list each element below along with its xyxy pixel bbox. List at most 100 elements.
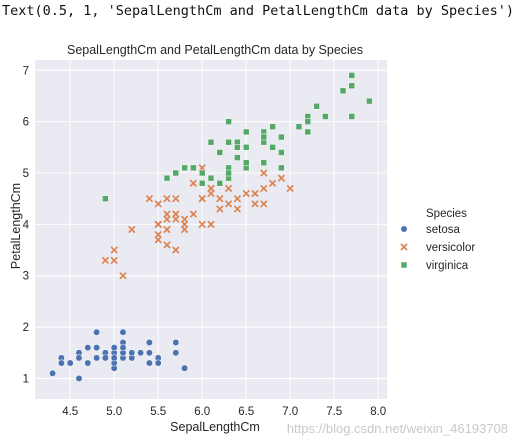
x-tick-label: 6.5 bbox=[238, 406, 254, 418]
versicolor-point bbox=[163, 195, 171, 203]
legend-label-setosa: setosa bbox=[426, 224, 460, 236]
watermark: https://blog.csdn.net/weixin_46193708 bbox=[286, 421, 508, 436]
setosa-point bbox=[84, 344, 92, 352]
versicolor-point bbox=[207, 190, 215, 197]
versicolor-point bbox=[154, 231, 162, 239]
versicolor-point bbox=[189, 179, 197, 187]
setosa-point bbox=[128, 349, 136, 357]
virginica-point bbox=[225, 138, 232, 146]
chart-title: SepalLengthCm and PetalLengthCm data by … bbox=[67, 43, 363, 57]
virginica-point bbox=[207, 138, 215, 146]
setosa-point bbox=[84, 359, 92, 367]
versicolor-point bbox=[172, 246, 180, 254]
setosa-point bbox=[66, 359, 74, 367]
versicolor-point bbox=[207, 184, 215, 192]
grid-lines bbox=[35, 60, 387, 399]
virginica-point bbox=[216, 180, 224, 187]
virginica-point bbox=[322, 113, 329, 120]
setosa-point bbox=[75, 375, 83, 382]
versicolor-point bbox=[242, 190, 250, 197]
setosa-point bbox=[154, 359, 162, 367]
versicolor-point bbox=[251, 190, 259, 197]
virginica-point bbox=[198, 169, 206, 177]
x-tick-labels: 4.5 5.0 5.5 6.0 6.5 7.0 7.5 8.0 bbox=[62, 406, 386, 418]
versicolor-point bbox=[198, 220, 206, 228]
virginica-point bbox=[163, 174, 171, 182]
versicolor-point bbox=[233, 205, 241, 213]
virginica-point bbox=[278, 164, 285, 172]
setosa-point bbox=[145, 359, 153, 367]
setosa-point bbox=[172, 339, 180, 346]
versicolor-point bbox=[216, 205, 224, 213]
console-output: Text(0.5, 1, 'SepalLengthCm and PetalLen… bbox=[2, 3, 515, 19]
virginica-point bbox=[348, 82, 356, 89]
versicolor-point bbox=[163, 215, 171, 223]
setosa-point bbox=[119, 344, 127, 352]
versicolor-point bbox=[251, 200, 259, 208]
versicolor-point bbox=[172, 215, 180, 223]
x-axis-label: SepalLengthCm bbox=[170, 420, 260, 434]
setosa-point bbox=[110, 354, 118, 362]
virginica-point bbox=[260, 133, 268, 141]
setosa-point bbox=[57, 359, 65, 367]
setosa-point bbox=[49, 369, 57, 377]
versicolor-point bbox=[154, 236, 162, 244]
setosa-point bbox=[93, 344, 101, 352]
legend-label-virginica: virginica bbox=[426, 260, 469, 272]
virginica-point bbox=[242, 128, 250, 136]
versicolor-point bbox=[189, 210, 197, 218]
versicolor-point bbox=[119, 272, 127, 280]
versicolor-point bbox=[172, 195, 180, 203]
versicolor-point bbox=[260, 169, 268, 177]
versicolor-point bbox=[181, 215, 189, 223]
versicolor-point bbox=[154, 220, 162, 228]
setosa-point bbox=[93, 328, 101, 336]
data-points bbox=[49, 72, 373, 382]
x-tick-label: 8.0 bbox=[370, 406, 386, 418]
virginica-point bbox=[295, 123, 303, 131]
x-tick-label: 5.5 bbox=[150, 406, 166, 418]
versicolor-point bbox=[233, 195, 241, 203]
virginica-point bbox=[190, 164, 197, 172]
versicolor-point bbox=[110, 246, 118, 254]
versicolor-point bbox=[154, 200, 162, 208]
versicolor-point bbox=[163, 210, 171, 218]
virginica-point bbox=[172, 169, 180, 177]
y-tick-label: 3 bbox=[23, 271, 29, 283]
virginica-point bbox=[225, 118, 232, 125]
x-tick-label: 6.0 bbox=[194, 406, 210, 418]
y-tick-label: 5 bbox=[23, 168, 29, 180]
versicolor-point bbox=[198, 164, 206, 172]
versicolor-point bbox=[260, 184, 268, 192]
setosa-point bbox=[137, 349, 145, 357]
x-tick-label: 7.5 bbox=[326, 406, 342, 418]
setosa-point bbox=[145, 339, 153, 346]
virginica-point bbox=[242, 144, 250, 151]
versicolor-point bbox=[163, 226, 171, 233]
virginica-point bbox=[339, 87, 347, 95]
legend-title: Species bbox=[426, 208, 467, 220]
versicolor-point bbox=[128, 226, 136, 233]
virginica-point bbox=[102, 195, 109, 202]
versicolor-point bbox=[172, 210, 180, 218]
virginica-point bbox=[366, 97, 373, 105]
virginica-point bbox=[278, 149, 285, 156]
virginica-point bbox=[348, 72, 356, 79]
y-tick-label: 2 bbox=[23, 322, 29, 334]
virginica-point bbox=[234, 154, 241, 161]
setosa-point bbox=[145, 349, 153, 357]
versicolor-point bbox=[163, 241, 171, 249]
setosa-point bbox=[119, 328, 127, 336]
versicolor-point bbox=[207, 220, 215, 228]
versicolor-point bbox=[216, 195, 224, 203]
y-tick-label: 7 bbox=[23, 65, 29, 77]
y-tick-labels: 1 2 3 4 5 6 7 bbox=[23, 65, 30, 385]
versicolor-point bbox=[101, 256, 109, 264]
y-tick-label: 6 bbox=[23, 117, 29, 129]
versicolor-point bbox=[181, 220, 189, 228]
versicolor-point bbox=[198, 195, 206, 203]
versicolor-point bbox=[260, 200, 268, 208]
y-axis-label: PetalLengthCm bbox=[9, 183, 23, 269]
x-tick-label: 4.5 bbox=[62, 406, 78, 418]
virginica-point bbox=[304, 128, 312, 136]
